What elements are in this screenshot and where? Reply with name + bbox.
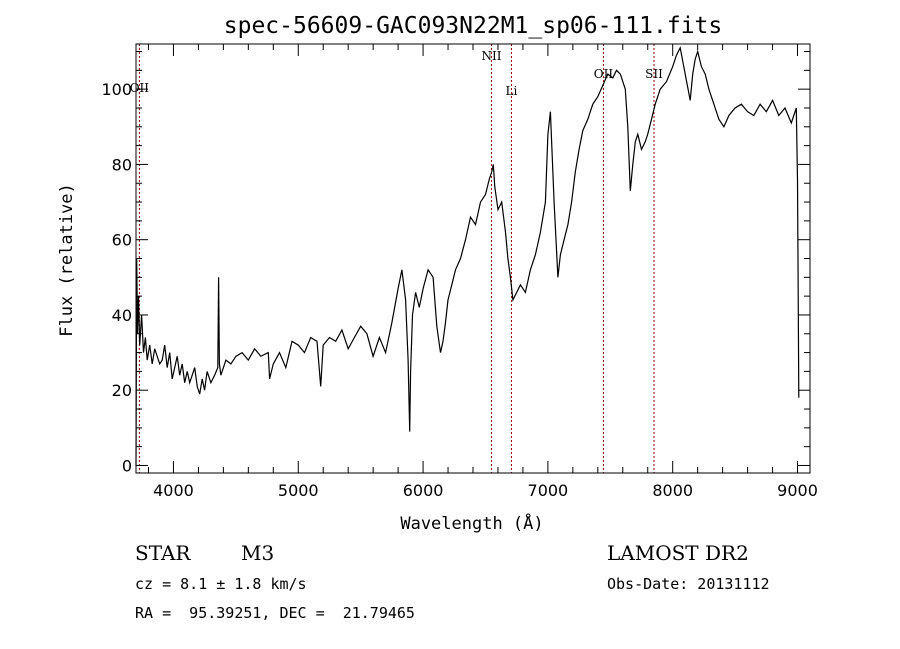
coordinates: RA = 95.39251, DEC = 21.79465 [135, 604, 415, 622]
x-axis-label: Wavelength (Å) [400, 512, 543, 534]
annotation-label: Li [506, 84, 518, 98]
x-tick-label: 6000 [403, 481, 444, 500]
object-subclass: M3 [241, 541, 275, 565]
chart-title: spec-56609-GAC093N22M1_sp06-111.fits [224, 13, 723, 39]
y-tick-label: 20 [112, 381, 132, 400]
x-tick-label: 7000 [528, 481, 569, 500]
y-tick-label: 100 [101, 80, 132, 99]
plot-frame [135, 43, 811, 474]
x-tick-label: 5000 [278, 481, 319, 500]
annotation-label: OII [130, 81, 150, 95]
y-tick-label: 0 [122, 456, 132, 475]
axis-ticks: 4000 5000 6000 7000 8000 9000 0 20 40 60 80 100 [101, 44, 818, 500]
y-tick-label: 60 [112, 231, 132, 250]
redshift-info: cz = 8.1 ± 1.8 km/s [135, 575, 307, 593]
annotation-label: NII [481, 49, 501, 63]
observation-date: Obs-Date: 20131112 [607, 575, 770, 593]
y-axis-label: Flux (relative) [57, 183, 77, 337]
annotation-label: OII [594, 67, 614, 81]
survey-name: LAMOST DR2 [607, 541, 749, 565]
object-class: STAR [135, 541, 191, 565]
y-tick-label: 80 [112, 155, 132, 174]
spectrum-line [135, 45, 800, 466]
x-tick-label: 9000 [777, 481, 818, 500]
annotation-label: SII [645, 67, 663, 81]
x-tick-label: 4000 [153, 481, 194, 500]
y-tick-label: 40 [112, 306, 132, 325]
annotation-layer: OII NII Li OII SII [130, 44, 663, 473]
x-tick-label: 8000 [652, 481, 693, 500]
